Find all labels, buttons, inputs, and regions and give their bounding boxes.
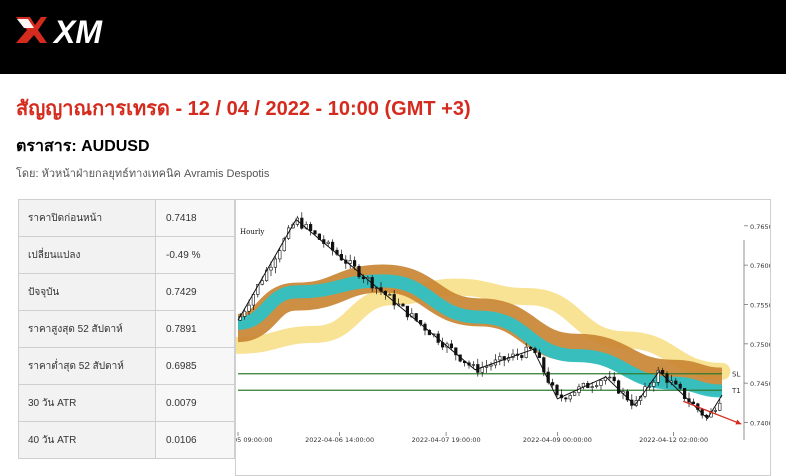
y-tick-label: 0.7400	[750, 419, 770, 427]
candle-body	[537, 352, 542, 358]
stats-table: ราคาปิดก่อนหน้า 0.7418 เปลี่ยนแปลง -0.49…	[18, 199, 235, 459]
stat-value-atr-30: 0.0079	[155, 384, 235, 422]
timeframe-label: Hourly	[240, 228, 264, 236]
candle-body	[599, 380, 603, 386]
xm-logo-icon[interactable]: XM	[14, 13, 132, 47]
stat-label-atr-40: 40 วัน ATR	[18, 421, 156, 459]
candle-body	[564, 397, 568, 400]
level-label-sl: SL	[732, 371, 740, 379]
page-title: สัญญาณการเทรด - 12 / 04 / 2022 - 10:00 (…	[16, 98, 471, 120]
candle-body	[353, 260, 357, 267]
ribbon-yellow	[236, 278, 731, 380]
stat-value-change: -0.49 %	[155, 236, 235, 274]
stat-value-prev-close: 0.7418	[155, 199, 235, 237]
candle-body	[282, 238, 286, 251]
candle-body	[313, 230, 317, 235]
candle-body	[326, 241, 330, 244]
stat-label-52w-high: ราคาสูงสุด 52 สัปดาห์	[18, 310, 156, 348]
candle-body	[269, 266, 273, 271]
candle-body	[405, 305, 410, 318]
candle-body	[660, 369, 665, 375]
stat-value-atr-40: 0.0106	[155, 421, 235, 459]
author-line: โดย: หัวหน้าฝ่ายกลยุทธ์ทางเทคนิค Avramis…	[16, 168, 270, 180]
level-label-t1: T1	[731, 387, 741, 395]
candle-body	[616, 380, 621, 394]
x-tick-label: 2022-04-05 09:00:00	[236, 436, 273, 444]
candle-body	[550, 382, 555, 386]
candle-body	[278, 250, 282, 260]
candle-body	[520, 355, 524, 358]
candle-body	[528, 346, 533, 349]
candle-body	[454, 347, 458, 356]
candle-body	[392, 294, 396, 306]
zigzag-line	[237, 218, 723, 420]
candle-body	[674, 380, 678, 385]
candle-body	[625, 391, 630, 401]
candle-body	[498, 356, 502, 361]
table-row: ราคาปิดก่อนหน้า 0.7418	[18, 199, 235, 237]
table-row: เปลี่ยนแปลง -0.49 %	[18, 236, 235, 274]
stat-value-current: 0.7429	[155, 273, 235, 311]
candle-body	[361, 276, 365, 279]
candle-body	[260, 280, 264, 285]
stat-label-change: เปลี่ยนแปลง	[18, 236, 156, 274]
candle-body	[682, 387, 687, 399]
candle-body	[388, 294, 392, 296]
stat-value-52w-low: 0.6985	[155, 347, 235, 385]
candle-body	[608, 376, 612, 379]
top-header-bar: XM	[0, 0, 786, 74]
table-row: ปัจจุบัน 0.7429	[18, 273, 235, 311]
candle-body	[568, 395, 572, 400]
target-arrow-head	[735, 419, 742, 425]
x-tick-label: 2022-04-06 14:00:00	[305, 436, 374, 444]
table-row: 40 วัน ATR 0.0106	[18, 421, 235, 459]
x-tick-label: 2022-04-12 02:00:00	[639, 436, 708, 444]
stat-label-prev-close: ราคาปิดก่อนหน้า	[18, 199, 156, 237]
candle-body	[678, 383, 682, 389]
candle-body	[489, 364, 493, 367]
candle-body	[449, 343, 454, 349]
candle-body	[243, 310, 247, 317]
candle-body	[713, 410, 718, 412]
candle-body	[247, 304, 251, 312]
stat-label-current: ปัจจุบัน	[18, 273, 156, 311]
stat-label-52w-low: ราคาต่ำสุด 52 สัปดาห์	[18, 347, 156, 385]
table-row: ราคาต่ำสุด 52 สัปดาห์ 0.6985	[18, 347, 235, 385]
x-tick-label: 2022-04-07 19:00:00	[412, 436, 481, 444]
candle-body	[555, 384, 559, 396]
candle-body	[471, 364, 476, 366]
candle-body	[348, 260, 352, 264]
candle-body	[718, 402, 722, 411]
instrument-label: ตราสาร: AUDUSD	[16, 138, 150, 155]
candle-body	[656, 369, 660, 383]
table-row: ราคาสูงสุด 52 สัปดาห์ 0.7891	[18, 310, 235, 348]
target-arrow-line	[683, 400, 742, 425]
brand-text: XM	[52, 14, 103, 47]
ribbon-cyan	[237, 274, 723, 398]
candle-body	[256, 284, 260, 295]
candle-body	[594, 385, 599, 387]
table-row: 30 วัน ATR 0.0079	[18, 384, 235, 422]
candle-body	[309, 224, 313, 232]
candle-body	[572, 392, 577, 396]
candle-body	[652, 381, 656, 387]
x-tick-label: 2022-04-09 00:00:00	[523, 436, 592, 444]
candle-body	[502, 356, 506, 361]
candle-body	[590, 386, 594, 388]
stat-value-52w-high: 0.7891	[155, 310, 235, 348]
candle-body	[401, 303, 405, 307]
candle-body	[273, 258, 277, 268]
stat-label-atr-30: 30 วัน ATR	[18, 384, 156, 422]
candle-body	[612, 376, 616, 382]
